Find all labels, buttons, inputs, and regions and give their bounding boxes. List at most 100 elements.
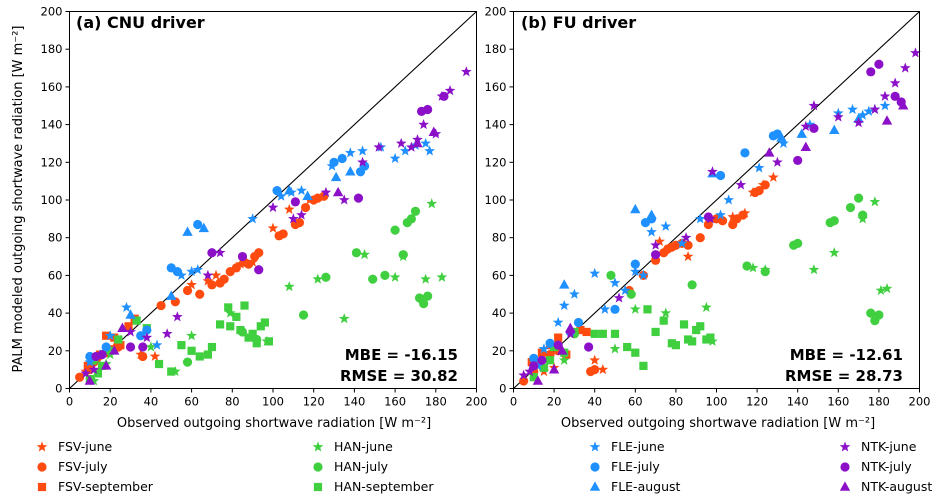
data-point-han-september — [106, 346, 115, 355]
data-point-ntk-june — [202, 269, 214, 280]
data-point-han-september — [659, 316, 668, 325]
data-point-fle-june — [104, 330, 116, 341]
data-point-ntk-july — [423, 104, 433, 115]
data-point-fle-july — [272, 185, 282, 196]
data-point-han-june — [283, 281, 295, 292]
data-point-han-september — [260, 318, 269, 327]
data-point-han-july — [626, 289, 636, 299]
data-point-han-september — [215, 320, 225, 329]
data-point-han-july — [380, 270, 390, 280]
data-point-fle-june — [84, 356, 96, 367]
data-point-ntk-august — [764, 147, 775, 157]
data-point-fle-june — [847, 103, 858, 115]
legend-marker-ntk-august — [839, 481, 851, 491]
panel-a-series-ntk-june — [80, 66, 472, 378]
data-point-fsv-july — [138, 351, 148, 362]
data-point-ntk-july — [138, 342, 148, 352]
data-point-ntk-august — [117, 322, 128, 332]
data-point-fsv-july — [717, 216, 728, 226]
data-point-han-june — [338, 313, 350, 324]
data-point-ntk-july — [703, 212, 713, 222]
data-point-fsv-june — [768, 171, 779, 182]
panel-a-x-tick-label: 40 — [144, 395, 159, 409]
panel-b-series-ntk-july — [529, 59, 906, 371]
data-point-ntk-june — [680, 232, 692, 243]
data-point-ntk-august — [84, 375, 96, 385]
data-point-han-july — [793, 238, 803, 248]
data-point-han-july — [874, 310, 884, 320]
data-point-ntk-june — [418, 119, 429, 130]
data-point-fle-july — [136, 331, 146, 341]
panel-b-series-fsv-june — [538, 171, 779, 377]
legend-item-ntk-june: NTK-june — [839, 439, 917, 454]
data-point-ntk-july — [97, 349, 107, 360]
data-point-han-september — [232, 312, 241, 321]
data-point-han-june — [869, 196, 881, 207]
data-point-fsv-july — [294, 218, 305, 228]
panel-b-y-tick-label: 160 — [485, 80, 507, 94]
data-point-ntk-july — [890, 91, 900, 101]
data-point-fle-june — [296, 184, 307, 196]
data-point-ntk-june — [461, 66, 472, 77]
data-point-han-september — [226, 322, 235, 331]
data-point-ntk-august — [557, 345, 568, 355]
data-point-fsv-july — [231, 263, 241, 273]
panel-a-y-tick-label: 140 — [41, 118, 63, 132]
data-point-han-september — [539, 363, 549, 372]
data-point-ntk-june — [869, 103, 881, 115]
data-point-ntk-june — [910, 47, 921, 58]
legend-marker-fsv-september — [37, 482, 47, 492]
panel-a-x-tick-label: 80 — [225, 395, 240, 409]
data-point-fle-june — [538, 343, 550, 354]
data-point-fsv-july — [738, 210, 748, 220]
data-point-ntk-june — [141, 332, 153, 343]
data-point-fsv-september — [102, 331, 111, 340]
legend-label-ntk-august: NTK-august — [861, 479, 932, 494]
data-point-fsv-july — [207, 280, 217, 290]
data-point-fle-june — [357, 145, 368, 156]
data-point-han-september — [545, 356, 555, 365]
data-point-ntk-june — [889, 77, 901, 88]
data-point-han-july — [298, 310, 309, 320]
data-point-fsv-june — [186, 279, 197, 290]
panel-a-y-tick-label: 120 — [41, 155, 63, 169]
data-point-fle-august — [345, 166, 356, 176]
panel-b-series-fsv-july — [519, 180, 770, 386]
data-point-ntk-july — [537, 355, 547, 365]
data-point-han-september — [248, 329, 257, 338]
data-point-fle-june — [424, 145, 436, 156]
data-point-ntk-june — [772, 156, 783, 167]
data-point-fle-june — [619, 284, 631, 296]
legend-marker-han-september — [313, 482, 323, 492]
legend-marker-ntk-july — [840, 462, 850, 472]
data-point-han-september — [643, 305, 652, 314]
data-point-han-june — [629, 303, 641, 314]
legend-item-fle-june: FLE-june — [589, 439, 665, 454]
data-point-fle-july — [545, 338, 555, 348]
legend-item-fle-august: FLE-august — [589, 479, 681, 494]
data-point-ntk-august — [881, 115, 893, 125]
data-point-han-september — [688, 337, 697, 346]
data-point-fle-august — [125, 309, 136, 319]
data-point-fsv-june — [149, 350, 161, 361]
data-point-fsv-july — [695, 233, 705, 243]
panel-a-y-tick-label: 180 — [41, 42, 63, 56]
data-point-fsv-september — [124, 322, 133, 331]
legend-item-ntk-august: NTK-august — [839, 479, 932, 494]
data-point-han-september — [187, 346, 196, 355]
data-point-ntk-july — [651, 250, 661, 260]
data-point-fsv-july — [683, 240, 693, 250]
panel-b-series-fle-august — [559, 113, 864, 289]
panel-a-series-han-september — [85, 301, 274, 384]
data-point-ntk-june — [288, 213, 299, 224]
data-point-fle-june — [558, 299, 570, 311]
data-point-han-september — [203, 350, 212, 359]
data-point-han-september — [651, 327, 660, 337]
data-point-han-september — [679, 320, 689, 329]
data-point-fle-june — [715, 209, 726, 220]
data-point-han-june — [881, 283, 893, 294]
legend-marker-fle-august — [589, 481, 601, 491]
data-point-ntk-july — [809, 123, 819, 133]
data-point-ntk-june — [125, 326, 136, 337]
data-point-han-september — [590, 329, 599, 338]
